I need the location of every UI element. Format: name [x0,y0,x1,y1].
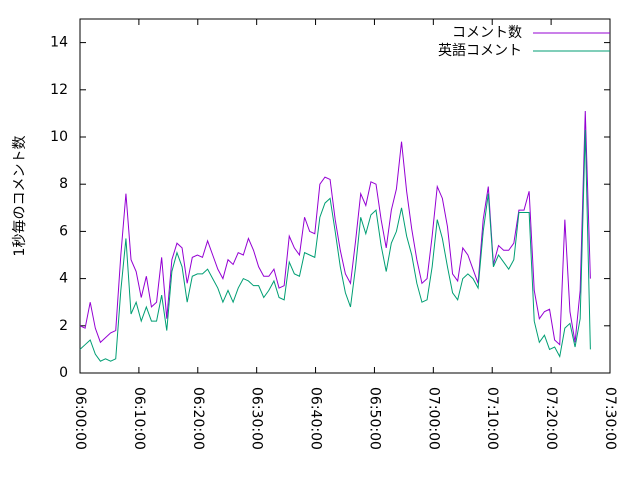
x-tick-label: 06:10:00 [131,387,147,450]
y-tick-label: 10 [50,129,68,145]
series-line [79,111,591,346]
y-tick-label: 8 [59,176,68,192]
y-tick-label: 4 [59,271,68,287]
y-tick-label: 14 [50,35,68,51]
x-tick-label: 06:20:00 [190,387,206,450]
plot-border [79,18,611,374]
y-tick-label: 2 [59,318,68,334]
x-tick-label: 06:40:00 [308,387,324,450]
y-tick-label: 0 [59,365,68,381]
legend-label: コメント数 [452,25,522,41]
x-tick-label: 07:20:00 [543,387,559,450]
y-tick-label: 12 [50,82,68,98]
series-line [79,129,591,362]
x-tick-label: 06:30:00 [249,387,265,450]
x-tick-label: 07:00:00 [425,387,441,450]
x-tick-label: 06:00:00 [72,387,88,450]
x-tick-label: 07:30:00 [602,387,618,450]
legend-label: 英語コメント [438,42,522,59]
y-tick-label: 6 [59,223,68,239]
x-tick-label: 07:10:00 [484,387,500,450]
x-tick-label: 06:50:00 [366,387,382,450]
y-axis-label: 1秒毎のコメント数 [12,136,28,257]
